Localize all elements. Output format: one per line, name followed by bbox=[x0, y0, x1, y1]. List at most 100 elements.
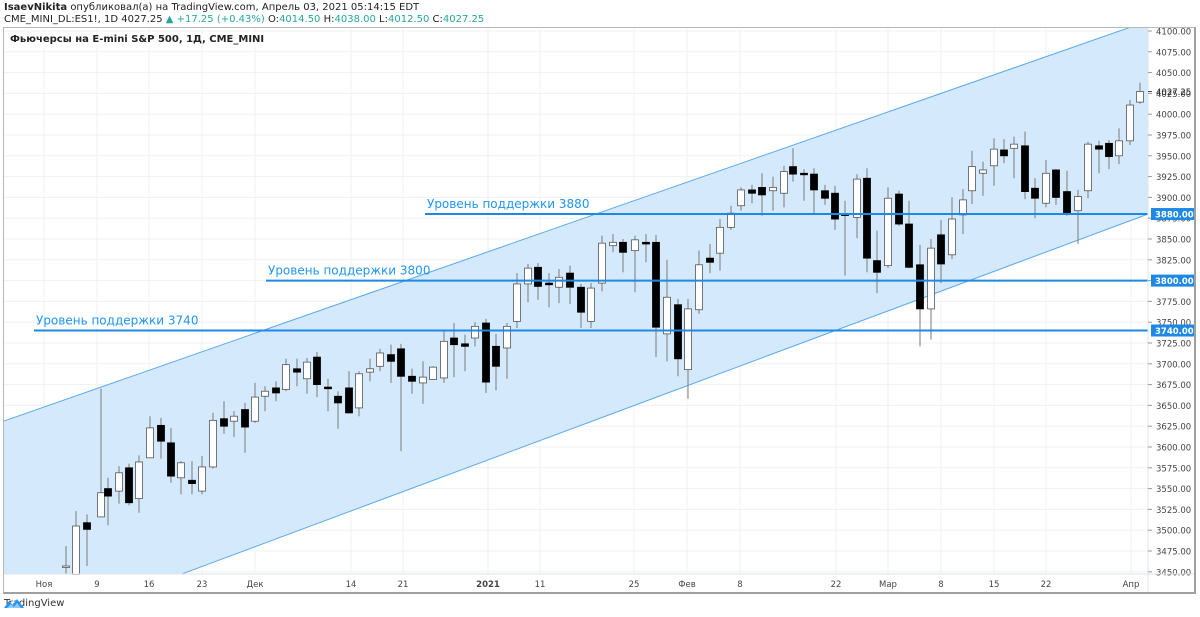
candle[interactable] bbox=[62, 546, 70, 575]
candle[interactable] bbox=[873, 230, 881, 294]
candle[interactable] bbox=[1031, 178, 1039, 219]
candle[interactable] bbox=[748, 184, 756, 204]
candle[interactable] bbox=[780, 165, 788, 208]
candle[interactable] bbox=[450, 323, 458, 378]
candle[interactable] bbox=[1084, 141, 1092, 199]
chart-frame[interactable]: Уровень поддержки 3880 Уровень поддержки … bbox=[3, 27, 1196, 594]
candle[interactable] bbox=[104, 477, 112, 526]
candle[interactable] bbox=[863, 168, 871, 273]
candle[interactable] bbox=[609, 234, 617, 253]
candle[interactable] bbox=[355, 371, 363, 417]
candle[interactable] bbox=[198, 456, 206, 495]
candle[interactable] bbox=[408, 368, 416, 394]
candle[interactable] bbox=[177, 461, 185, 495]
candle[interactable] bbox=[587, 283, 595, 329]
candle[interactable] bbox=[345, 371, 353, 414]
candle[interactable] bbox=[831, 185, 839, 230]
candle[interactable] bbox=[513, 273, 521, 329]
candle[interactable] bbox=[800, 169, 808, 201]
candle[interactable] bbox=[631, 235, 639, 293]
candle[interactable] bbox=[376, 348, 384, 372]
candle[interactable] bbox=[241, 402, 249, 453]
candle[interactable] bbox=[97, 388, 105, 518]
candle[interactable] bbox=[209, 412, 217, 469]
candle[interactable] bbox=[188, 461, 196, 495]
candle[interactable] bbox=[387, 344, 395, 383]
candle[interactable] bbox=[293, 358, 301, 387]
candle[interactable] bbox=[853, 174, 861, 239]
candle[interactable] bbox=[895, 190, 903, 226]
channel-lower-line[interactable] bbox=[180, 213, 1149, 575]
candle[interactable] bbox=[313, 352, 321, 398]
candle[interactable] bbox=[419, 361, 427, 404]
candle[interactable] bbox=[789, 148, 797, 182]
candle[interactable] bbox=[663, 259, 671, 362]
candle[interactable] bbox=[990, 138, 998, 186]
candle[interactable] bbox=[716, 219, 724, 271]
candle[interactable] bbox=[916, 244, 924, 347]
candle[interactable] bbox=[810, 168, 818, 214]
candle[interactable] bbox=[1105, 139, 1113, 170]
candle[interactable] bbox=[674, 298, 682, 377]
candle[interactable] bbox=[461, 334, 469, 372]
candle[interactable] bbox=[303, 357, 311, 394]
candle[interactable] bbox=[937, 219, 945, 284]
candle[interactable] bbox=[230, 411, 238, 438]
candle[interactable] bbox=[397, 343, 405, 452]
candle[interactable] bbox=[115, 466, 123, 504]
candle[interactable] bbox=[577, 283, 585, 329]
candle[interactable] bbox=[440, 329, 448, 383]
candle[interactable] bbox=[1115, 128, 1123, 165]
time-axis[interactable]: Ноя 9 16 23 Дек 14 21 2021 11 25 Фев 8 22 Мар 8 15 22 Апр bbox=[36, 580, 1140, 590]
candle[interactable] bbox=[979, 161, 987, 196]
author-name[interactable]: IsaevNikita bbox=[4, 2, 68, 13]
price-axis[interactable]: 3450.00 3475.00 3500.00 3525.00 3550.00 3575.… bbox=[1148, 28, 1194, 578]
candle[interactable] bbox=[737, 187, 745, 211]
candle[interactable] bbox=[125, 463, 133, 506]
candle[interactable] bbox=[1042, 159, 1050, 208]
candle[interactable] bbox=[545, 273, 553, 308]
candle[interactable] bbox=[1052, 169, 1060, 205]
candle[interactable] bbox=[146, 416, 154, 459]
candle[interactable] bbox=[555, 268, 563, 304]
candle[interactable] bbox=[324, 378, 332, 412]
candle[interactable] bbox=[251, 382, 259, 423]
candle[interactable] bbox=[1074, 189, 1082, 244]
candle[interactable] bbox=[948, 197, 956, 259]
candle[interactable] bbox=[706, 243, 714, 274]
candlestick-chart[interactable]: Уровень поддержки 3880 Уровень поддержки … bbox=[4, 28, 1196, 594]
candle[interactable] bbox=[366, 358, 374, 382]
candle[interactable] bbox=[1136, 82, 1144, 104]
candle[interactable] bbox=[968, 150, 976, 205]
candle[interactable] bbox=[157, 417, 165, 459]
candle[interactable] bbox=[927, 239, 935, 340]
candle[interactable] bbox=[884, 187, 892, 269]
candle[interactable] bbox=[334, 391, 342, 429]
candle[interactable] bbox=[695, 250, 703, 314]
candle[interactable] bbox=[135, 455, 143, 513]
candle[interactable] bbox=[492, 333, 500, 391]
candle[interactable] bbox=[619, 239, 627, 273]
candle[interactable] bbox=[429, 366, 437, 381]
channel-upper-line[interactable] bbox=[4, 28, 1148, 422]
candle[interactable] bbox=[684, 298, 692, 399]
candle[interactable] bbox=[471, 322, 479, 347]
candle[interactable] bbox=[524, 263, 532, 303]
candle[interactable] bbox=[769, 176, 777, 211]
candle[interactable] bbox=[758, 173, 766, 216]
candle[interactable] bbox=[1095, 140, 1103, 174]
candle[interactable] bbox=[905, 200, 913, 269]
candle[interactable] bbox=[821, 184, 829, 205]
candle[interactable] bbox=[503, 323, 511, 379]
candle[interactable] bbox=[272, 381, 280, 402]
candle[interactable] bbox=[598, 235, 606, 292]
footer-brand[interactable]: TradingView bbox=[4, 598, 64, 609]
candle[interactable] bbox=[83, 514, 91, 566]
candle[interactable] bbox=[1000, 139, 1008, 164]
candle[interactable] bbox=[220, 401, 228, 434]
candle[interactable] bbox=[1126, 100, 1134, 145]
candle[interactable] bbox=[261, 386, 269, 412]
candle[interactable] bbox=[1021, 131, 1029, 200]
candle[interactable] bbox=[642, 234, 650, 263]
candle[interactable] bbox=[282, 358, 290, 392]
